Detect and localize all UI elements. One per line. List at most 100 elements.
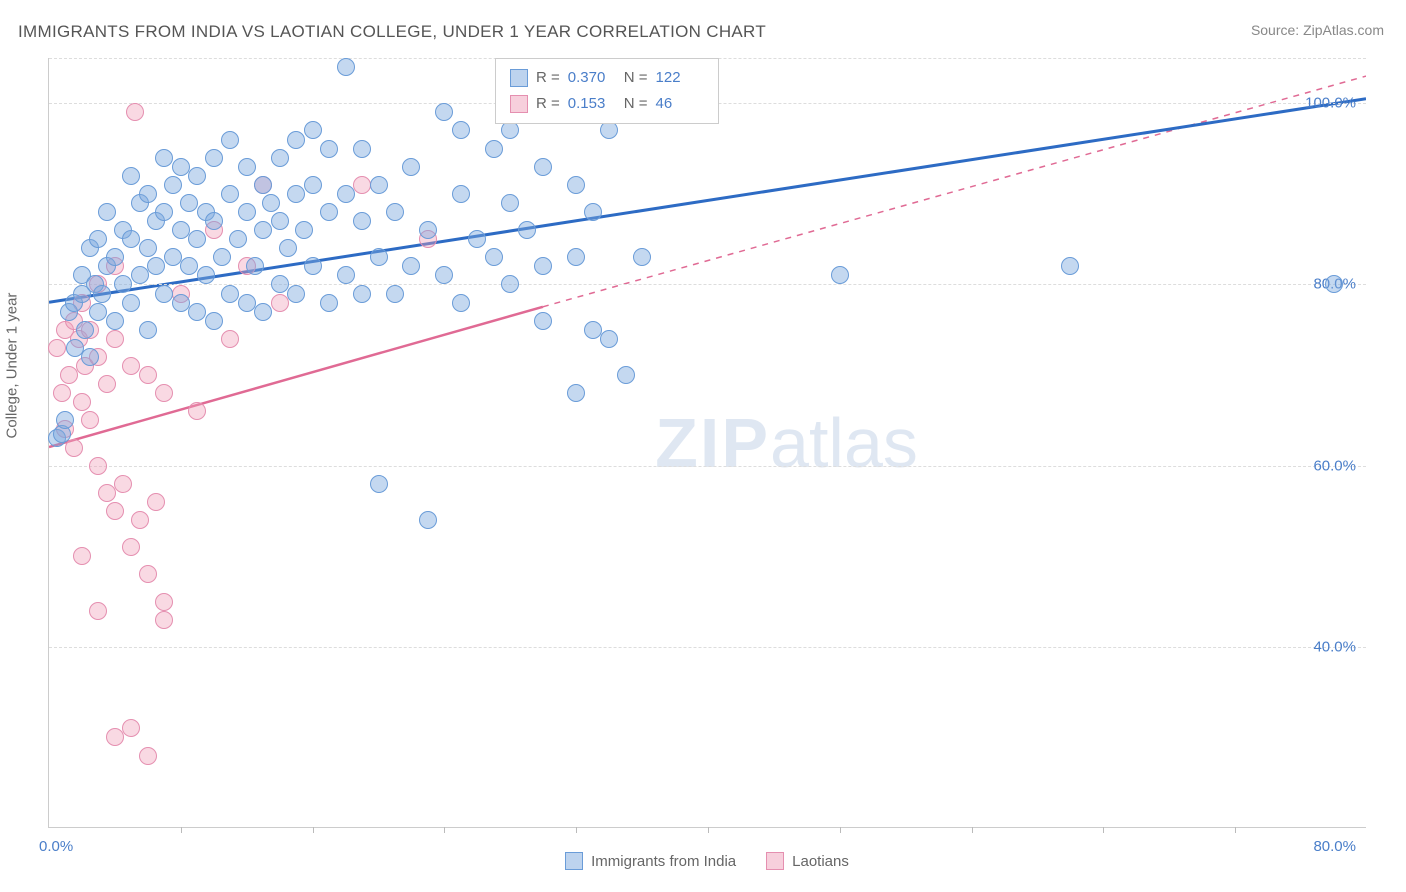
series-legend: Immigrants from India Laotians <box>48 852 1366 870</box>
data-point-blue <box>164 248 182 266</box>
data-point-blue <box>147 257 165 275</box>
legend-item-blue: Immigrants from India <box>565 852 736 870</box>
data-point-pink <box>48 339 66 357</box>
data-point-blue <box>370 475 388 493</box>
data-point-pink <box>73 393 91 411</box>
data-point-blue <box>172 294 190 312</box>
data-point-blue <box>271 212 289 230</box>
data-point-pink <box>221 330 239 348</box>
data-point-blue <box>180 257 198 275</box>
data-point-blue <box>271 149 289 167</box>
data-point-blue <box>337 266 355 284</box>
data-point-blue <box>139 185 157 203</box>
data-point-pink <box>353 176 371 194</box>
data-point-pink <box>271 294 289 312</box>
scatter-chart: ZIPatlas 0.0% 80.0% 40.0%60.0%80.0%100.0… <box>48 58 1366 828</box>
data-point-blue <box>295 221 313 239</box>
data-point-blue <box>304 176 322 194</box>
correlation-stats-box: R = 0.370 N = 122 R = 0.153 N = 46 <box>495 58 719 124</box>
y-tick-label: 60.0% <box>1313 457 1356 474</box>
data-point-blue <box>304 121 322 139</box>
data-point-blue <box>279 239 297 257</box>
data-point-blue <box>205 149 223 167</box>
y-tick-label: 100.0% <box>1305 95 1356 112</box>
data-point-pink <box>89 457 107 475</box>
data-point-blue <box>501 121 519 139</box>
data-point-blue <box>337 58 355 76</box>
data-point-blue <box>164 176 182 194</box>
data-point-pink <box>106 330 124 348</box>
data-point-blue <box>831 266 849 284</box>
data-point-blue <box>353 285 371 303</box>
data-point-pink <box>131 511 149 529</box>
stats-row-blue: R = 0.370 N = 122 <box>510 65 704 91</box>
data-point-blue <box>633 248 651 266</box>
data-point-pink <box>188 402 206 420</box>
data-point-blue <box>122 230 140 248</box>
data-point-blue <box>238 158 256 176</box>
data-point-blue <box>139 321 157 339</box>
data-point-blue <box>567 248 585 266</box>
data-point-blue <box>584 321 602 339</box>
data-point-blue <box>287 285 305 303</box>
data-point-blue <box>262 194 280 212</box>
data-point-blue <box>114 275 132 293</box>
chart-title: IMMIGRANTS FROM INDIA VS LAOTIAN COLLEGE… <box>18 22 766 42</box>
data-point-blue <box>89 303 107 321</box>
data-point-blue <box>419 511 437 529</box>
data-point-blue <box>172 158 190 176</box>
swatch-pink-icon <box>766 852 784 870</box>
data-point-blue <box>567 384 585 402</box>
data-point-blue <box>98 203 116 221</box>
data-point-blue <box>435 266 453 284</box>
data-point-blue <box>501 194 519 212</box>
data-point-pink <box>126 103 144 121</box>
data-point-blue <box>419 221 437 239</box>
data-point-pink <box>147 493 165 511</box>
data-point-blue <box>600 121 618 139</box>
data-point-blue <box>221 285 239 303</box>
data-point-blue <box>435 103 453 121</box>
data-point-blue <box>76 321 94 339</box>
data-point-blue <box>81 348 99 366</box>
data-point-blue <box>287 185 305 203</box>
x-tick <box>181 827 182 833</box>
data-point-blue <box>122 294 140 312</box>
data-point-blue <box>1325 275 1343 293</box>
data-point-blue <box>254 303 272 321</box>
data-point-blue <box>197 266 215 284</box>
data-point-blue <box>386 203 404 221</box>
source-attribution: Source: ZipAtlas.com <box>1251 22 1384 38</box>
data-point-blue <box>93 285 111 303</box>
x-tick <box>840 827 841 833</box>
data-point-pink <box>81 411 99 429</box>
stats-row-pink: R = 0.153 N = 46 <box>510 91 704 117</box>
data-point-blue <box>56 411 74 429</box>
data-point-blue <box>370 176 388 194</box>
watermark: ZIPatlas <box>655 403 918 483</box>
data-point-blue <box>221 185 239 203</box>
data-point-blue <box>320 294 338 312</box>
data-point-pink <box>122 538 140 556</box>
data-point-blue <box>402 158 420 176</box>
data-point-pink <box>139 366 157 384</box>
data-point-pink <box>155 384 173 402</box>
data-point-blue <box>246 257 264 275</box>
data-point-pink <box>122 719 140 737</box>
data-point-blue <box>567 176 585 194</box>
data-point-blue <box>402 257 420 275</box>
gridline <box>49 284 1366 285</box>
data-point-blue <box>353 212 371 230</box>
x-tick <box>1235 827 1236 833</box>
data-point-blue <box>320 203 338 221</box>
data-point-blue <box>1061 257 1079 275</box>
data-point-blue <box>320 140 338 158</box>
swatch-pink-icon <box>510 95 528 113</box>
data-point-blue <box>238 203 256 221</box>
data-point-blue <box>452 294 470 312</box>
gridline <box>49 466 1366 467</box>
data-point-blue <box>172 221 190 239</box>
data-point-blue <box>534 158 552 176</box>
data-point-blue <box>238 294 256 312</box>
data-point-blue <box>213 248 231 266</box>
